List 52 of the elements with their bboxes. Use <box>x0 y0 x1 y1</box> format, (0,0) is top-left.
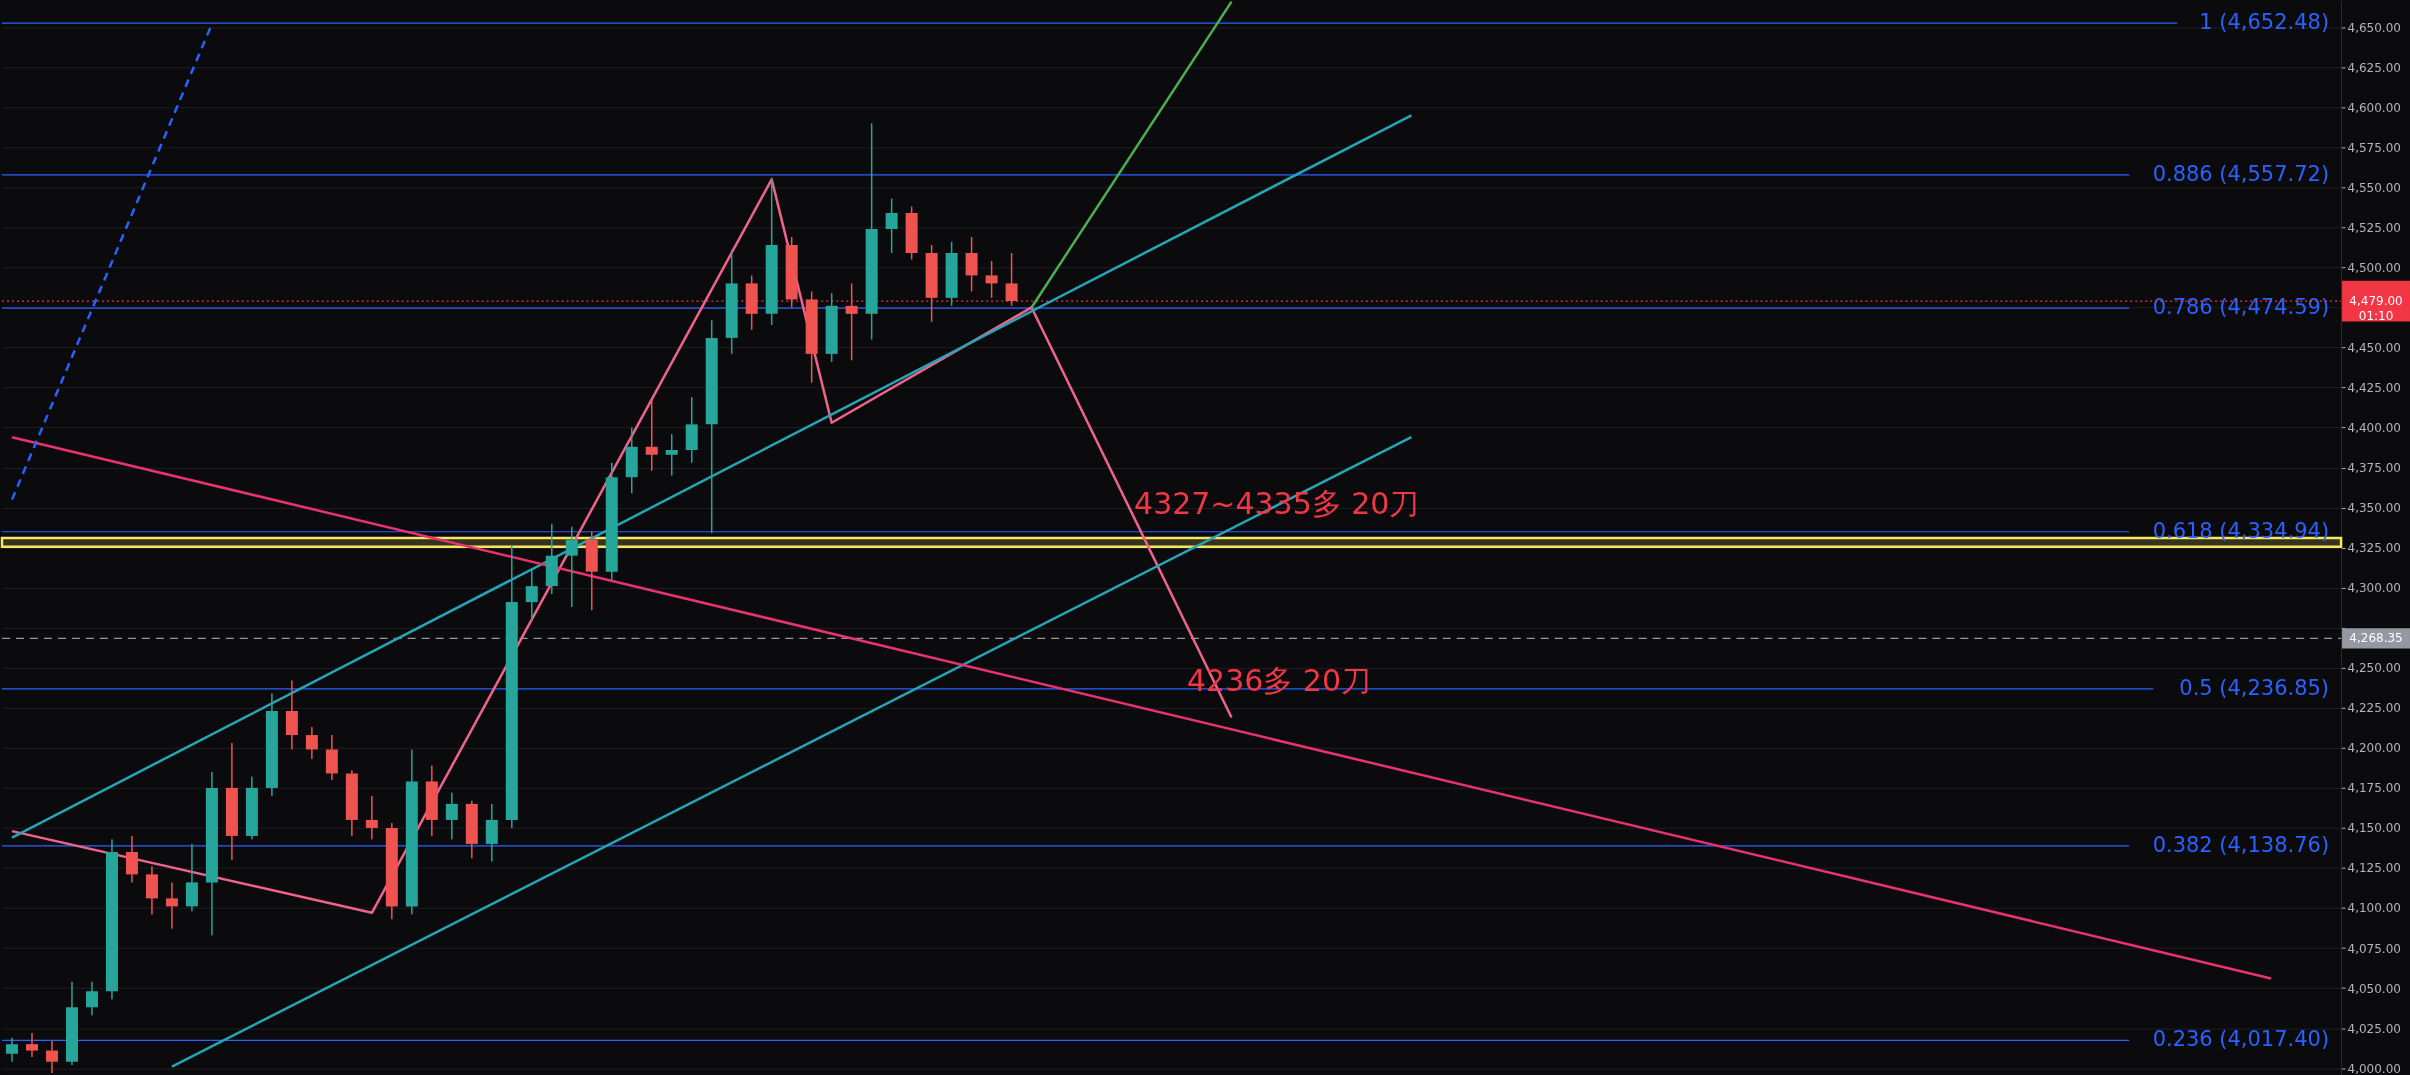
ref-line-label: 4,268.35 <box>2349 631 2403 646</box>
candlestick <box>125 835 138 884</box>
ref-line-label: 1 (4,652.48) <box>2199 10 2330 35</box>
y-tick-label: 4,250.00 <box>2347 661 2401 676</box>
ref-line-label: 0.786 (4,474.59) <box>2152 295 2330 320</box>
candlestick <box>6 1036 18 1063</box>
ref-line-label: 0.886 (4,557.72) <box>2152 161 2330 186</box>
candlestick <box>85 980 98 1017</box>
y-tick-label: 4,225.00 <box>2347 701 2401 716</box>
y-tick-label: 4,025.00 <box>2347 1021 2401 1036</box>
y-tick-label: 4,325.00 <box>2347 541 2401 556</box>
y-tick-label: 4,200.00 <box>2347 741 2401 756</box>
y-tick-label: 4,075.00 <box>2347 941 2401 956</box>
y-tick-label: 4,050.00 <box>2347 981 2401 996</box>
candlestick <box>305 726 318 760</box>
y-tick-label: 4,450.00 <box>2347 340 2401 355</box>
y-tick-label: 4,525.00 <box>2347 220 2401 235</box>
y-tick-label: 4,400.00 <box>2347 421 2401 436</box>
ref-line-label: 0.5 (4,236.85) <box>2179 675 2330 700</box>
candlestick <box>985 260 998 299</box>
y-tick-label: 4,500.00 <box>2347 260 2401 275</box>
candlestick <box>845 282 858 362</box>
y-tick-label: 4,650.00 <box>2347 20 2401 35</box>
y-tick-label: 4,350.00 <box>2347 501 2401 516</box>
candlestick <box>525 569 538 623</box>
candlestick <box>165 881 178 930</box>
candlestick <box>25 1032 38 1058</box>
y-tick-label: 4,150.00 <box>2347 821 2401 836</box>
candlestick <box>45 1040 58 1074</box>
y-tick-label: 4,550.00 <box>2347 180 2401 195</box>
y-tick-label: 4,175.00 <box>2347 781 2401 796</box>
y-tick-label: 4,000.00 <box>2347 1061 2401 1075</box>
ref-line-label: 4,479.00 01:10 <box>2349 294 2403 324</box>
candlestick <box>965 236 978 293</box>
y-tick-label: 4,375.00 <box>2347 461 2401 476</box>
y-tick-label: 4,100.00 <box>2347 901 2401 916</box>
candlestick <box>365 795 378 840</box>
y-tick-label: 4,125.00 <box>2347 861 2401 876</box>
y-tick-label: 4,300.00 <box>2347 581 2401 596</box>
ref-line-label: 0.382 (4,138.76) <box>2152 832 2330 857</box>
ref-line-label: 0.618 (4,334.94) <box>2152 518 2330 543</box>
y-tick-label: 4,625.00 <box>2347 60 2401 75</box>
ref-line-label: 0.236 (4,017.40) <box>2152 1027 2330 1052</box>
y-tick-label: 4,425.00 <box>2347 381 2401 396</box>
candlestick <box>445 791 458 840</box>
candlestick <box>665 433 678 477</box>
candlestick <box>1005 252 1018 307</box>
candlestick <box>885 197 898 254</box>
y-tick-label: 4,575.00 <box>2347 140 2401 155</box>
candlestick <box>645 399 658 472</box>
y-tick-label: 4,600.00 <box>2347 100 2401 115</box>
candlestick <box>565 526 578 608</box>
